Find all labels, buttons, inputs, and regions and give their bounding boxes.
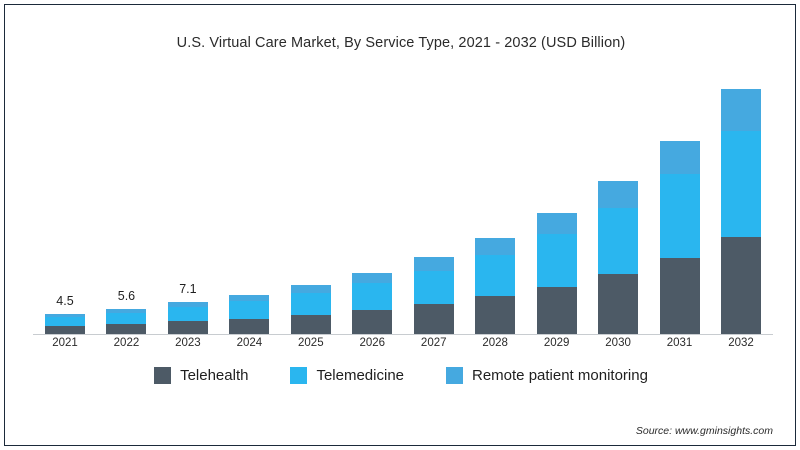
x-axis-tick: 2030 — [605, 337, 631, 349]
bar-group[interactable]: 4.5 — [43, 67, 87, 335]
bar-segment[interactable] — [598, 181, 639, 208]
bar-segment[interactable] — [290, 284, 331, 294]
bar-group[interactable] — [350, 67, 394, 335]
bar-value-label: 5.6 — [117, 288, 136, 303]
x-axis-tick: 2029 — [543, 337, 570, 349]
x-axis-tick: 2031 — [666, 337, 693, 349]
legend-swatch — [154, 367, 172, 384]
bar-segment[interactable] — [720, 237, 761, 335]
x-axis-line — [33, 334, 773, 335]
bar-segment[interactable] — [229, 301, 270, 319]
bar-value-label: 4.5 — [56, 293, 74, 308]
x-axis-tick: 2026 — [359, 337, 386, 349]
plot-area: 4.5 5.6 7.1 — [33, 67, 773, 335]
bar-segment[interactable] — [167, 307, 208, 322]
bar-segment[interactable] — [106, 324, 147, 335]
x-axis-tick: 2027 — [420, 337, 447, 349]
bar-group[interactable] — [719, 67, 763, 335]
x-axis-tick: 2032 — [728, 337, 754, 349]
bar-segment[interactable] — [229, 318, 270, 335]
bar-segment[interactable] — [290, 293, 331, 315]
bar-segment[interactable] — [536, 233, 577, 287]
bar-segment[interactable] — [475, 254, 516, 297]
bar-group[interactable] — [412, 67, 456, 335]
bar-group[interactable]: 7.1 — [166, 67, 210, 335]
x-axis-tick: 2021 — [52, 337, 78, 349]
bar-segment[interactable] — [475, 296, 516, 335]
bar-segment[interactable] — [659, 257, 700, 335]
bar-segment[interactable] — [167, 321, 208, 335]
bar-group[interactable] — [658, 67, 702, 335]
bar-group[interactable] — [473, 67, 517, 335]
bar-segment[interactable] — [413, 270, 454, 304]
bar-segment[interactable] — [352, 283, 393, 311]
bar-segment[interactable] — [352, 310, 393, 335]
bar-segment[interactable] — [598, 207, 639, 274]
bar-segment[interactable] — [720, 89, 761, 131]
bar-segment[interactable] — [659, 174, 700, 258]
bar-segment[interactable] — [659, 141, 700, 175]
bar-segment[interactable] — [413, 303, 454, 335]
legend-swatch — [446, 367, 463, 384]
x-axis-tick-labels: 2021 2022 2023 2024 2025 2026 2027 2028 2029 2030… — [33, 337, 773, 349]
x-axis-tick: 2028 — [482, 337, 508, 349]
bar-segment[interactable] — [475, 238, 516, 255]
legend-label: Remote patient monitoring — [472, 367, 648, 384]
bar-series-container: 4.5 5.6 7.1 — [33, 67, 773, 335]
chart-title: U.S. Virtual Care Market, By Service Typ… — [176, 35, 626, 51]
bar-group[interactable]: 5.6 — [104, 67, 148, 335]
bar-segment[interactable] — [45, 313, 85, 318]
bar-segment[interactable] — [290, 314, 331, 335]
x-axis-tick: 2024 — [236, 337, 263, 349]
bar-segment[interactable] — [106, 312, 147, 325]
bar-segment[interactable] — [229, 294, 270, 302]
bar-segment[interactable] — [45, 317, 85, 327]
legend-item[interactable]: Telemedicine — [290, 367, 404, 384]
bar-group[interactable] — [289, 67, 333, 335]
x-axis-tick: 2025 — [298, 337, 324, 349]
bar-segment[interactable] — [598, 273, 639, 335]
x-axis-tick: 2022 — [113, 337, 140, 349]
chart-legend: Telehealth Telemedicine Remote patient mon… — [5, 367, 797, 384]
bar-group[interactable] — [596, 67, 640, 335]
source-note: Source: www.gminsights.com — [635, 425, 773, 437]
bar-segment[interactable] — [45, 326, 85, 335]
bar-segment[interactable] — [536, 213, 577, 234]
legend-swatch — [290, 367, 308, 384]
chart-frame: U.S. Virtual Care Market, By Service Typ… — [4, 4, 796, 446]
legend-label: Telemedicine — [316, 367, 404, 384]
bar-segment[interactable] — [352, 272, 393, 284]
legend-item[interactable]: Remote patient monitoring — [446, 367, 648, 384]
bar-segment[interactable] — [106, 308, 147, 313]
bar-group[interactable] — [535, 67, 579, 335]
bar-segment[interactable] — [167, 301, 208, 308]
bar-group[interactable] — [227, 67, 271, 335]
x-axis-tick: 2023 — [175, 337, 201, 349]
bar-value-label: 7.1 — [179, 281, 197, 296]
bar-segment[interactable] — [720, 130, 761, 238]
legend-item[interactable]: Telehealth — [154, 367, 248, 384]
legend-label: Telehealth — [180, 367, 249, 384]
bar-segment[interactable] — [536, 286, 577, 335]
bar-segment[interactable] — [413, 257, 454, 271]
